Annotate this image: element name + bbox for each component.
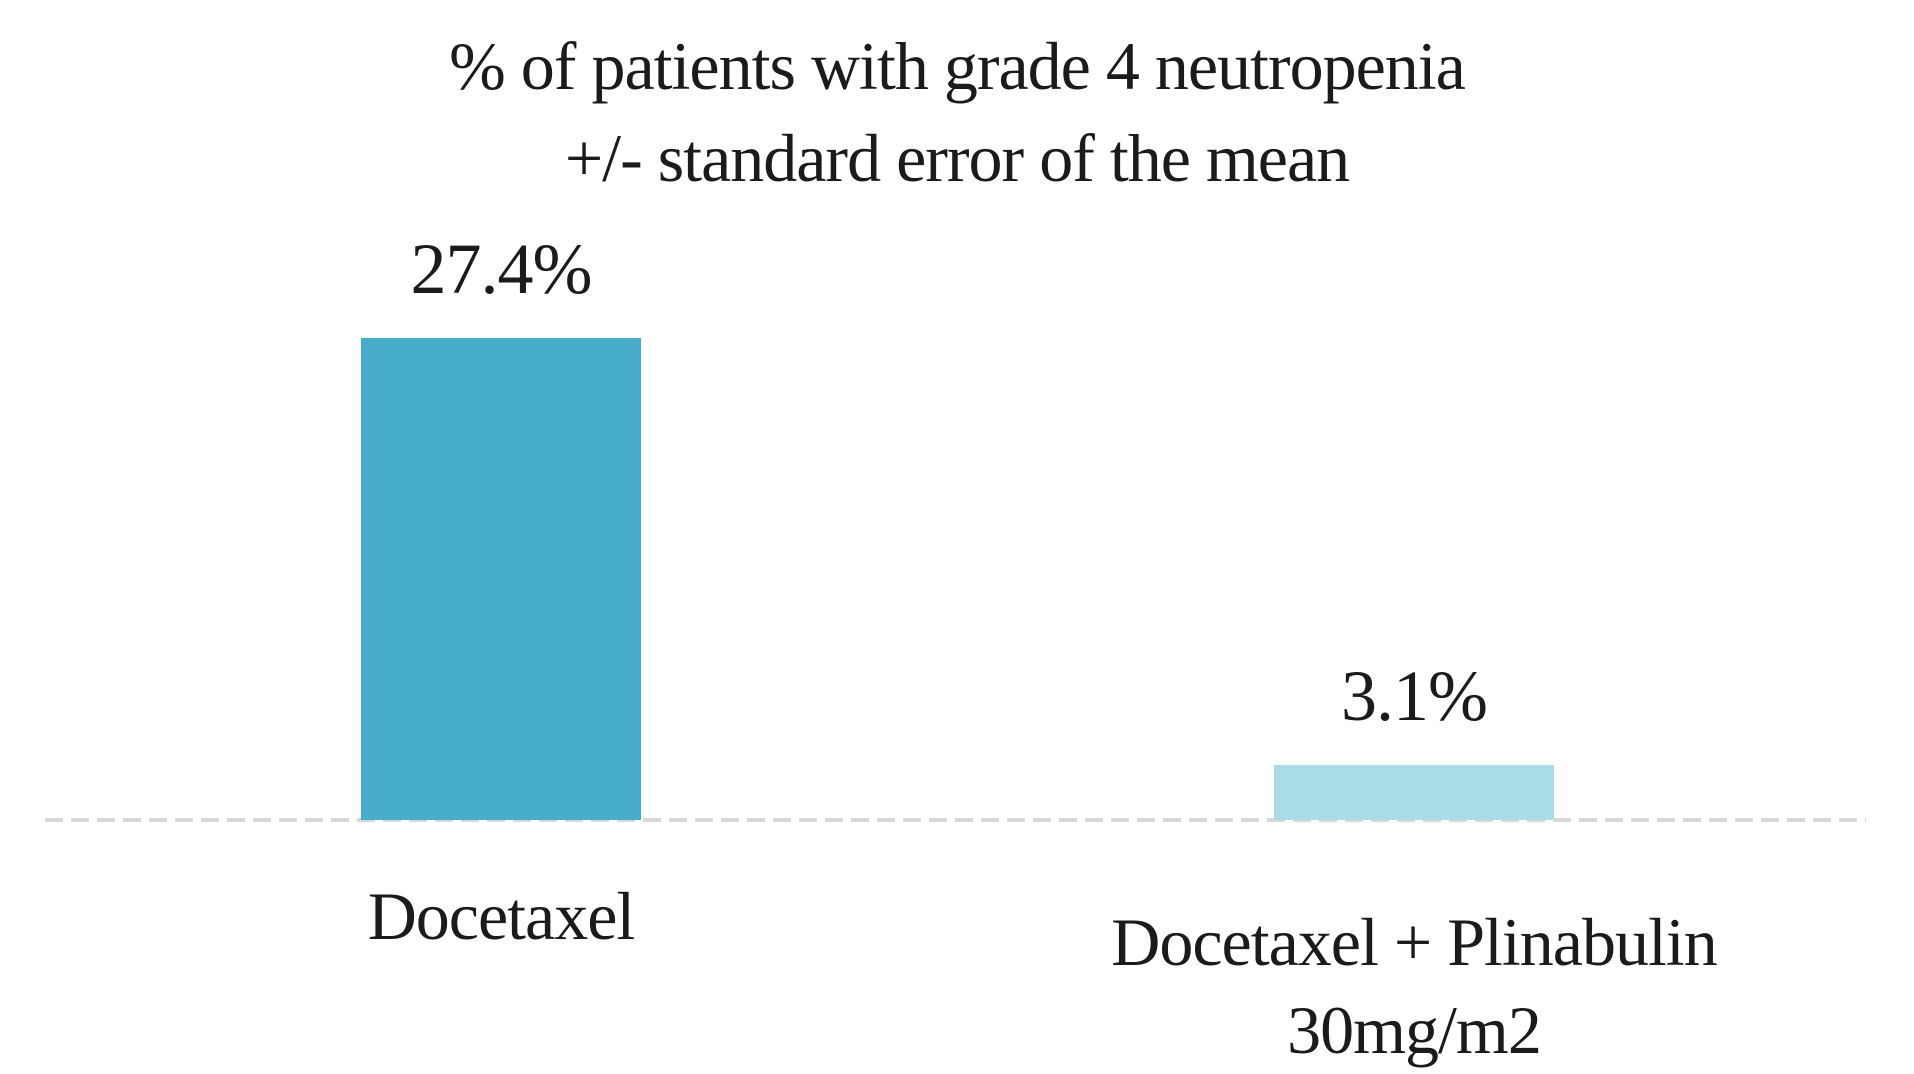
- category-label-line: Docetaxel: [367, 878, 636, 954]
- bar-docetaxel-plinabulin: [1274, 765, 1554, 820]
- value-label-docetaxel: 27.4%: [410, 229, 593, 309]
- chart-title-line-1: % of patients with grade 4 neutropenia: [449, 28, 1466, 104]
- category-label-docetaxel: Docetaxel: [367, 872, 636, 960]
- category-label-line: 30mg/m2: [1287, 992, 1542, 1068]
- value-label-docetaxel-plinabulin: 3.1%: [1341, 656, 1488, 736]
- chart-title-line-2: +/- standard error of the mean: [564, 120, 1350, 196]
- x-axis-baseline: [45, 818, 1866, 822]
- category-label-docetaxel-plinabulin: Docetaxel + Plinabulin 30mg/m2: [1111, 898, 1718, 1074]
- chart-title: % of patients with grade 4 neutropenia +…: [0, 20, 1914, 204]
- bar-docetaxel: [361, 338, 641, 820]
- category-label-line: Docetaxel + Plinabulin: [1111, 904, 1718, 980]
